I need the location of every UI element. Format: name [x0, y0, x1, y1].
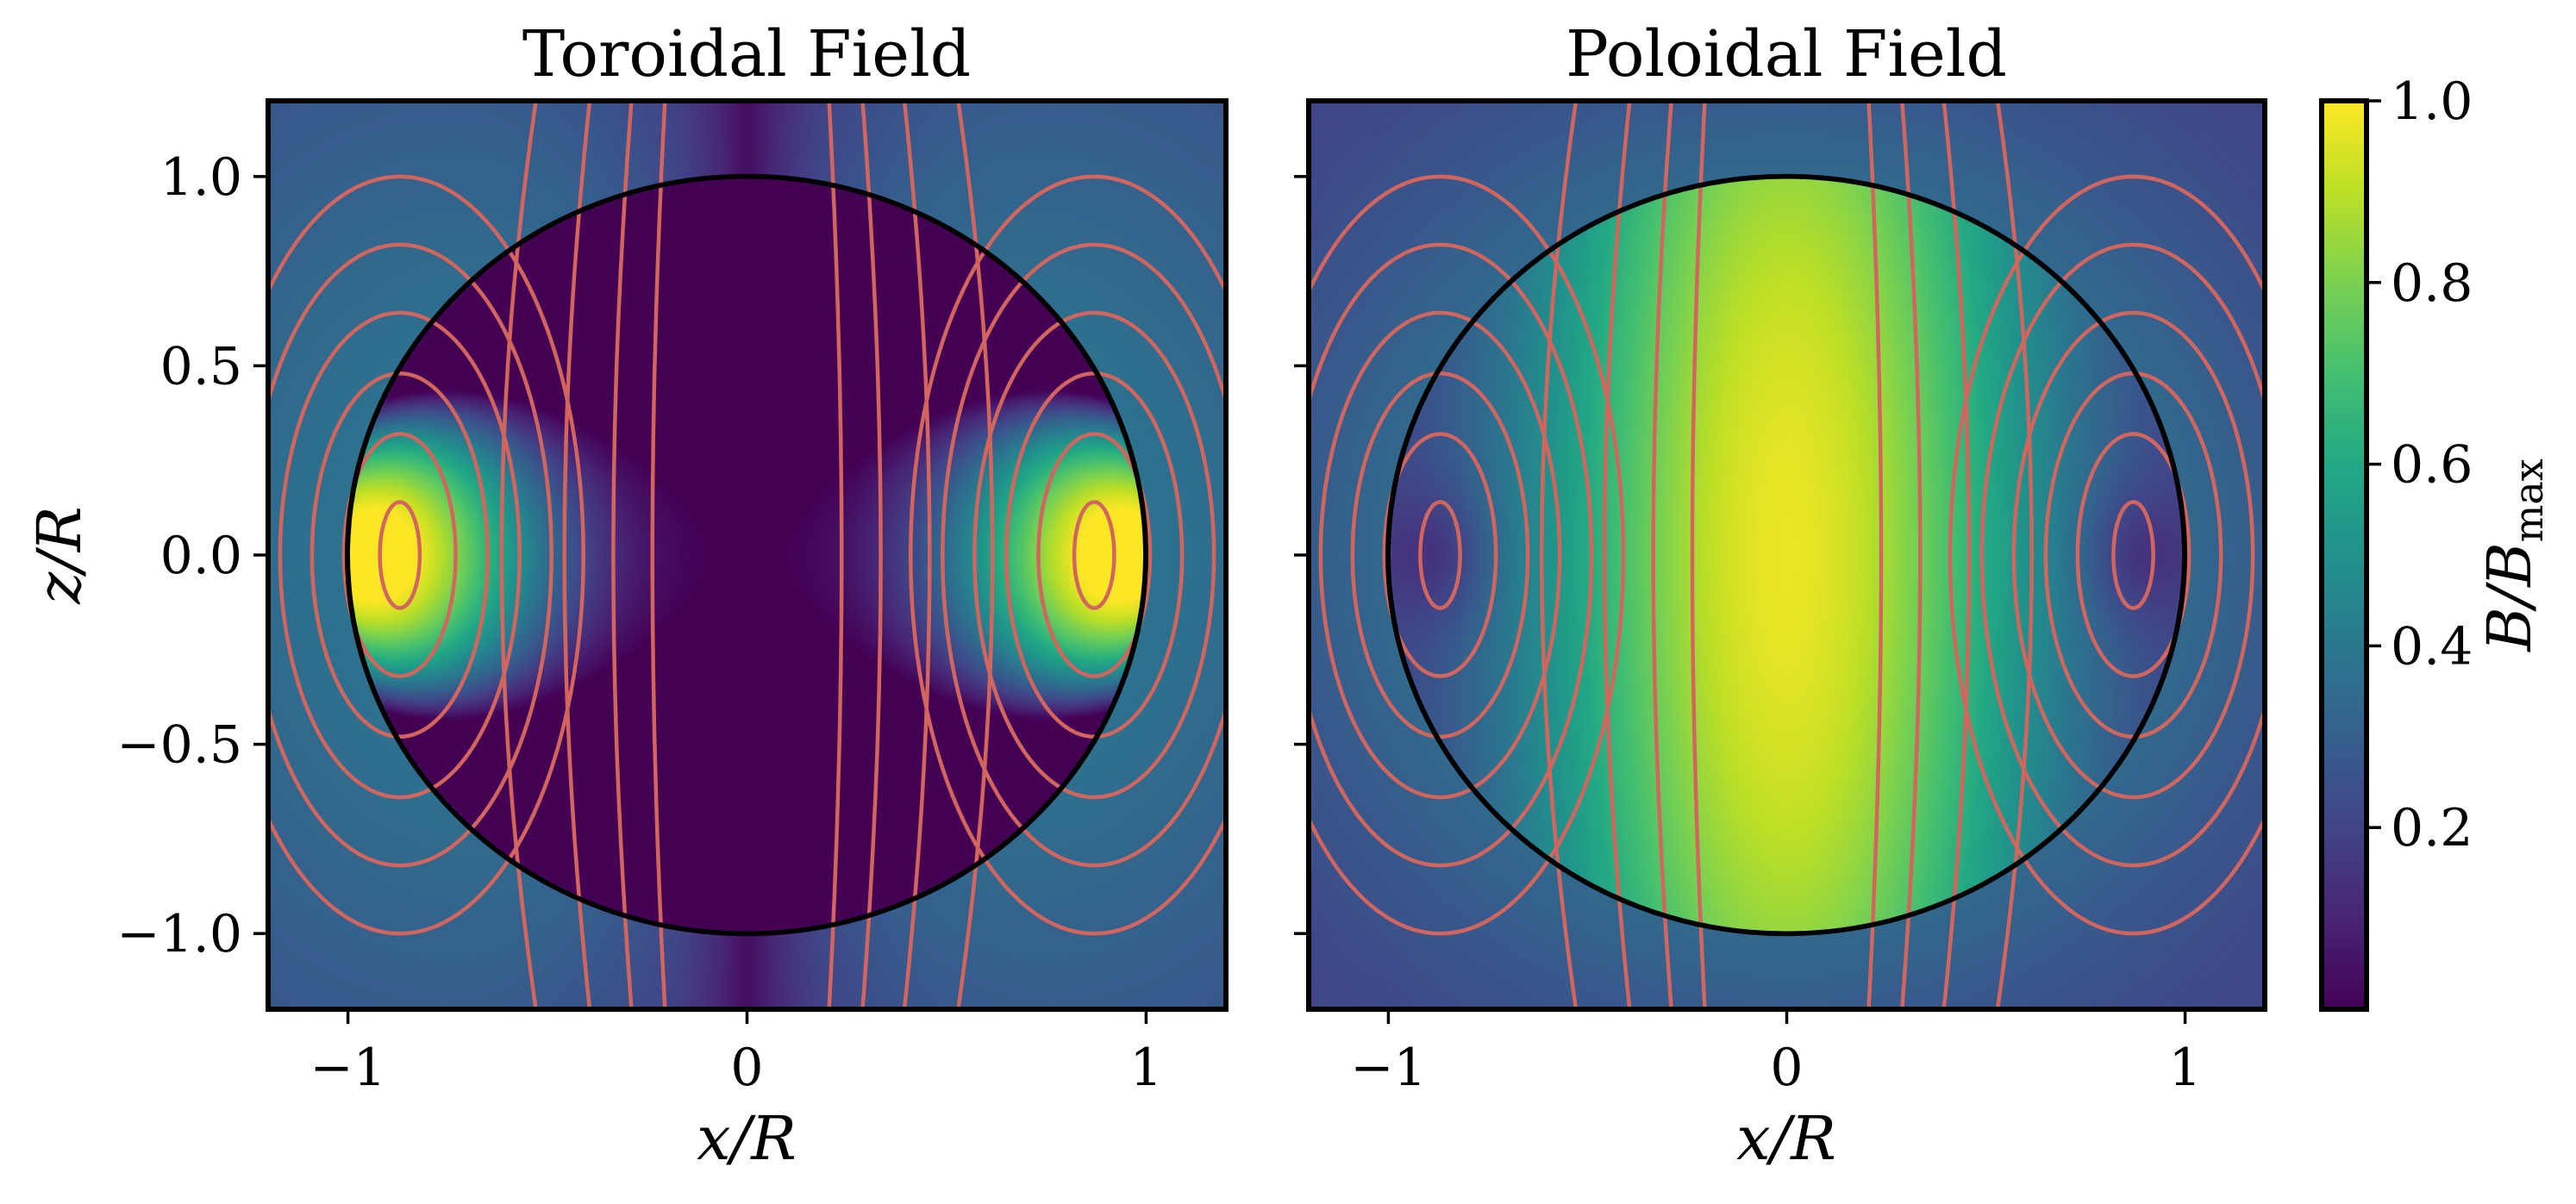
field-line: [2111, 500, 2155, 610]
x-tick-label: −1: [1350, 1038, 1426, 1098]
heatmap-toroidal: [268, 101, 1226, 1009]
field-line: [1309, 242, 1594, 868]
field-line: [1309, 174, 1626, 936]
field-line: [2011, 310, 2255, 800]
field-line: [499, 101, 538, 1009]
x-tick-label: 1: [2168, 1038, 2201, 1098]
heatmap-poloidal: [1309, 101, 2265, 1009]
field-line: [909, 174, 1226, 936]
field-line: [827, 101, 844, 1009]
field-lines-poloidal: [1309, 101, 2265, 1009]
chart-title: Poloidal Field: [1566, 17, 2007, 91]
field-line: [1418, 500, 1462, 610]
field-line: [1382, 432, 1498, 678]
plot-frame: [266, 98, 1229, 1012]
y-tick-label: −1.0: [116, 904, 242, 964]
x-tick-label: −1: [309, 1038, 385, 1098]
colorbar-tick-label: 0.2: [2391, 798, 2473, 858]
field-line: [1979, 242, 2265, 868]
field-line: [1948, 174, 2265, 936]
colorbar-gradient: [2322, 101, 2367, 1009]
y-tick-label: −0.5: [116, 715, 242, 776]
field-line: [268, 174, 585, 936]
colorbar: 1.0 0.8 0.6 0.4 0.2 B/Bmax: [2319, 72, 2552, 1012]
y-tick-label: 1.0: [160, 147, 242, 208]
field-line: [1900, 101, 1923, 1009]
field-line: [1318, 310, 1562, 800]
plot-frame: [1306, 98, 2267, 1012]
field-line: [941, 242, 1226, 868]
field-line: [1072, 500, 1116, 610]
colorbar-tick-label: 0.6: [2391, 435, 2473, 496]
x-tick-label: 0: [1770, 1038, 1803, 1098]
field-line: [309, 371, 490, 739]
y-tick-label: 0.5: [160, 336, 242, 396]
x-axis-label: x/R: [697, 1103, 797, 1174]
star-outline: [1385, 173, 2187, 937]
field-line: [1602, 101, 1632, 1009]
axis-ticks-right: −1 0 1: [1294, 175, 2202, 1098]
panel-poloidal: Poloidal Field −1 0 1 x/R: [1294, 17, 2267, 1174]
field-line: [278, 310, 522, 800]
field-line: [2075, 432, 2191, 678]
x-axis-label: x/R: [1736, 1103, 1836, 1174]
field-line: [611, 101, 634, 1009]
field-line: [1036, 432, 1153, 678]
y-axis-label: z/R: [24, 506, 95, 604]
field-line: [1866, 101, 1884, 1009]
axis-ticks-left: −1 0 1 1.0 0.5 0.0 −0.5 −1.0: [116, 147, 1162, 1098]
x-tick-label: 0: [730, 1038, 763, 1098]
field-line: [1540, 101, 1579, 1009]
colorbar-tick-label: 0.4: [2391, 616, 2473, 677]
x-tick-label: 1: [1129, 1038, 1162, 1098]
field-line: [860, 101, 883, 1009]
panel-toroidal: Toroidal Field −1 0 1 1.0 0.5 0.0 −0.5 −1.0 x/R…: [24, 17, 1229, 1174]
field-line: [902, 101, 932, 1009]
field-line: [650, 101, 667, 1009]
colorbar-frame: [2319, 98, 2369, 1012]
field-line: [1350, 371, 1530, 739]
field-line: [268, 242, 553, 868]
colorbar-ticks: 1.0 0.8 0.6 0.4 0.2: [2369, 72, 2473, 858]
field-line: [972, 310, 1216, 800]
chart-title: Toroidal Field: [522, 17, 971, 91]
field-lines-toroidal: [268, 101, 1226, 1009]
y-tick-label: 0.0: [160, 526, 242, 586]
field-line: [341, 432, 458, 678]
field-line: [1941, 101, 1972, 1009]
colorbar-tick-label: 0.8: [2391, 253, 2473, 314]
field-line: [1651, 101, 1673, 1009]
colorbar-tick-label: 1.0: [2391, 72, 2473, 132]
field-line: [956, 101, 995, 1009]
field-line: [1995, 101, 2034, 1009]
colorbar-label: B/Bmax: [2474, 459, 2552, 653]
field-line: [1690, 101, 1707, 1009]
field-line: [378, 500, 422, 610]
field-line: [562, 101, 592, 1009]
star-outline: [345, 173, 1148, 937]
